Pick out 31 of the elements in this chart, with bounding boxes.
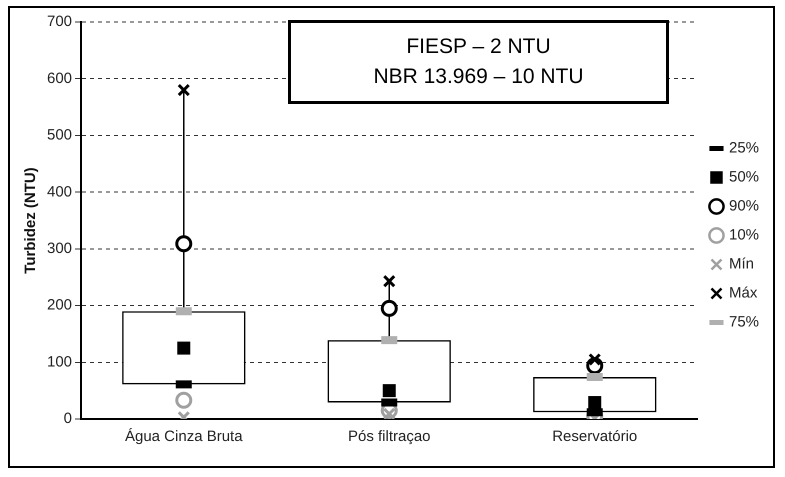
legend-label: Mín [728, 256, 754, 273]
annotation: NBR 13.969 – 10 NTU [372, 65, 585, 89]
point [382, 407, 396, 419]
x-tick-label: Reservatório [552, 428, 638, 446]
y-tick-label: 600 [46, 70, 72, 87]
point [175, 392, 192, 409]
y-tick-label: 300 [46, 240, 72, 257]
point [588, 396, 602, 410]
y-tick-label: 400 [46, 183, 72, 200]
legend-label: 50% [728, 168, 760, 186]
annotation: FIESP – 2 NTU [405, 35, 552, 59]
point [382, 384, 396, 398]
point [380, 300, 398, 317]
note-frame: FIESP – 2 NTU NBR 13.969 – 10 NTU [288, 20, 669, 104]
x-tick-label: Pós filtraçao [348, 428, 431, 446]
point [382, 274, 396, 288]
point [175, 235, 192, 252]
x-tick-label: Água Cinza Bruta [124, 427, 244, 446]
y-tick-label: 500 [46, 126, 72, 144]
y-tick-label: 200 [46, 296, 72, 314]
point [177, 84, 190, 97]
y-tick-label: 100 [46, 353, 72, 370]
y-axis-title: Turbidez (NTU) [22, 167, 40, 274]
legend-label: 90% [728, 198, 760, 215]
y-tick-label: 700 [46, 13, 72, 30]
legend-label: 75% [728, 314, 760, 331]
y-tick-label: 0 [64, 410, 72, 428]
legend-label: 10% [728, 226, 760, 244]
legend-label: 25% [728, 140, 760, 157]
point [177, 342, 190, 355]
legend-label: Máx [728, 284, 758, 302]
